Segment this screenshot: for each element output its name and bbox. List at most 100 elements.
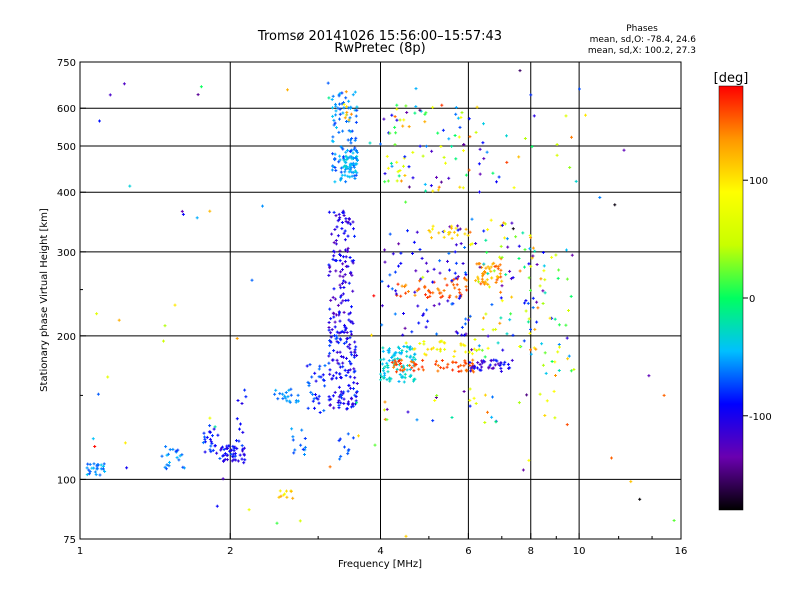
data-point [348, 281, 350, 285]
data-point [482, 272, 483, 276]
data-point [233, 449, 235, 453]
data-point [507, 245, 509, 249]
data-point [356, 354, 358, 357]
data-point [397, 282, 399, 286]
data-point [340, 393, 342, 397]
data-point [248, 508, 250, 512]
data-point [462, 262, 464, 265]
y-tick-label: 200 [57, 332, 76, 343]
data-point [529, 247, 531, 251]
data-point [449, 268, 450, 272]
data-point [235, 458, 237, 462]
data-point [330, 298, 332, 302]
data-point [475, 402, 477, 405]
data-point [251, 278, 253, 282]
data-point [356, 108, 358, 112]
data-point [332, 135, 334, 139]
data-point [415, 363, 417, 366]
data-point [408, 165, 410, 169]
data-point [525, 299, 527, 303]
data-point [394, 125, 396, 129]
data-point [315, 393, 316, 397]
data-point [431, 236, 432, 240]
data-point [343, 397, 345, 401]
data-point [347, 167, 349, 170]
data-point [533, 346, 535, 350]
data-point [457, 365, 459, 369]
data-point [469, 135, 471, 139]
data-point [350, 222, 351, 226]
data-point [405, 200, 407, 204]
data-point [452, 360, 454, 364]
data-point [307, 380, 309, 384]
data-point [225, 446, 227, 450]
data-point [210, 444, 212, 448]
data-point [371, 333, 372, 337]
data-point [244, 388, 246, 392]
data-point [354, 162, 356, 166]
data-point [231, 459, 233, 463]
data-point [210, 450, 212, 454]
data-point [165, 445, 167, 449]
data-point [518, 244, 520, 248]
data-point [308, 381, 310, 385]
data-point [335, 259, 337, 263]
data-point [333, 406, 335, 410]
data-point [389, 131, 391, 135]
data-point [236, 417, 238, 421]
data-point [505, 273, 507, 277]
data-point [328, 96, 330, 100]
data-point [494, 265, 496, 268]
data-point [345, 248, 346, 252]
data-point [339, 91, 341, 95]
data-point [166, 453, 168, 457]
data-point [401, 284, 403, 288]
data-point [384, 400, 386, 404]
data-point [478, 280, 480, 284]
data-point [501, 279, 503, 283]
data-point [411, 330, 413, 334]
data-point [347, 174, 349, 178]
data-point [339, 216, 341, 220]
data-point [484, 393, 486, 397]
data-point [404, 372, 406, 376]
data-point [412, 252, 413, 255]
data-point [284, 492, 286, 496]
data-point [284, 394, 286, 398]
data-point [339, 252, 341, 256]
data-point [406, 345, 408, 349]
data-point [464, 246, 466, 249]
data-point [343, 341, 345, 345]
data-point [314, 406, 315, 410]
data-point [435, 362, 437, 366]
data-point [469, 314, 471, 318]
data-point [402, 124, 404, 128]
data-point [414, 352, 416, 356]
data-point [511, 295, 513, 299]
data-point [442, 128, 444, 132]
data-point [353, 381, 355, 385]
data-point [384, 248, 386, 252]
data-point [338, 331, 340, 335]
data-point [343, 158, 345, 162]
data-point [492, 171, 494, 175]
data-point [352, 321, 354, 325]
data-point [443, 289, 445, 292]
data-point [232, 452, 234, 456]
data-point [467, 233, 469, 237]
data-point [351, 157, 353, 161]
data-point [458, 296, 460, 300]
data-point [308, 384, 310, 388]
data-point [528, 458, 530, 462]
data-point [334, 152, 336, 156]
data-point [442, 294, 444, 298]
data-point [453, 355, 455, 358]
data-point [448, 176, 450, 180]
y-tick-label: 100 [57, 475, 76, 486]
data-point [449, 294, 451, 298]
data-point [318, 367, 320, 371]
data-point [529, 234, 531, 237]
data-point [381, 323, 383, 327]
data-point [413, 369, 415, 373]
data-point [353, 355, 355, 359]
